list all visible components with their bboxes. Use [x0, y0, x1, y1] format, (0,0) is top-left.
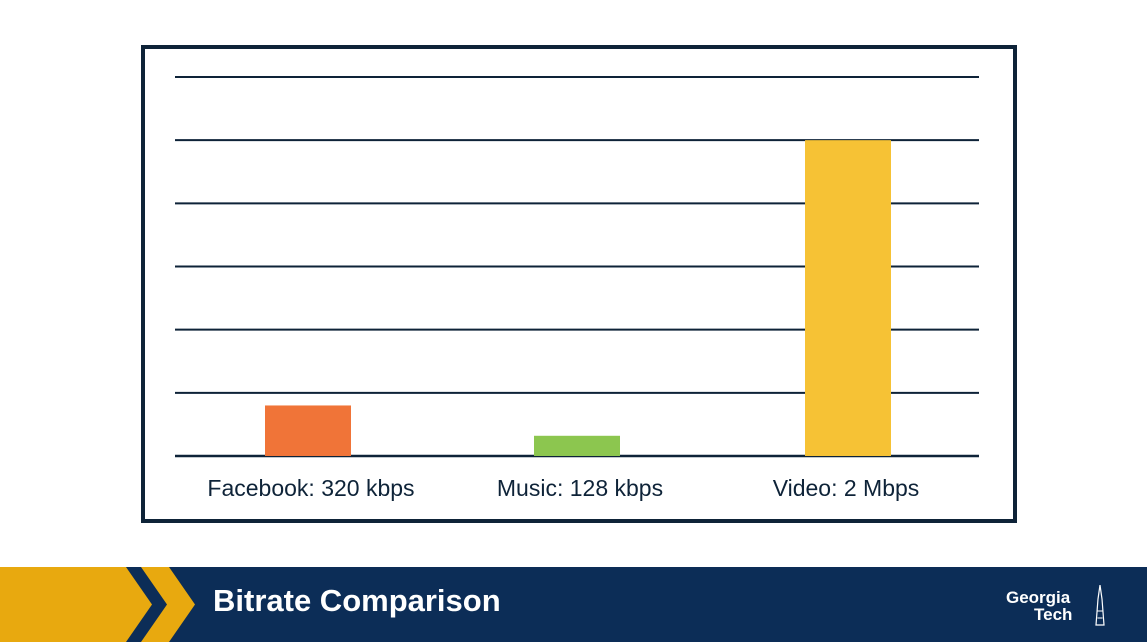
category-label-video: Video: 2 Mbps — [773, 475, 920, 501]
slide-title: Bitrate Comparison — [213, 583, 501, 618]
category-label-music: Music: 128 kbps — [497, 475, 663, 501]
chart-frame: Facebook: 320 kbps Music: 128 kbps Video… — [141, 45, 1017, 523]
footer-bar: Bitrate Comparison Georgia Tech — [0, 567, 1147, 642]
chevron-arrow — [141, 567, 195, 642]
bar-music — [534, 435, 620, 456]
bar-facebook — [265, 405, 351, 456]
tech-tower-icon — [1095, 585, 1105, 626]
georgia-tech-logo: Georgia Tech — [1000, 585, 1130, 629]
footer-chevrons — [0, 567, 195, 642]
logo-wordmark-georgia: Georgia — [1006, 588, 1071, 607]
bar-video — [805, 140, 891, 456]
chevron-band — [0, 567, 152, 642]
bars — [265, 140, 891, 456]
logo-wordmark-tech: Tech — [1034, 605, 1073, 624]
category-label-facebook: Facebook: 320 kbps — [207, 475, 414, 501]
category-labels: Facebook: 320 kbps Music: 128 kbps Video… — [207, 475, 919, 501]
bar-chart: Facebook: 320 kbps Music: 128 kbps Video… — [175, 76, 979, 501]
